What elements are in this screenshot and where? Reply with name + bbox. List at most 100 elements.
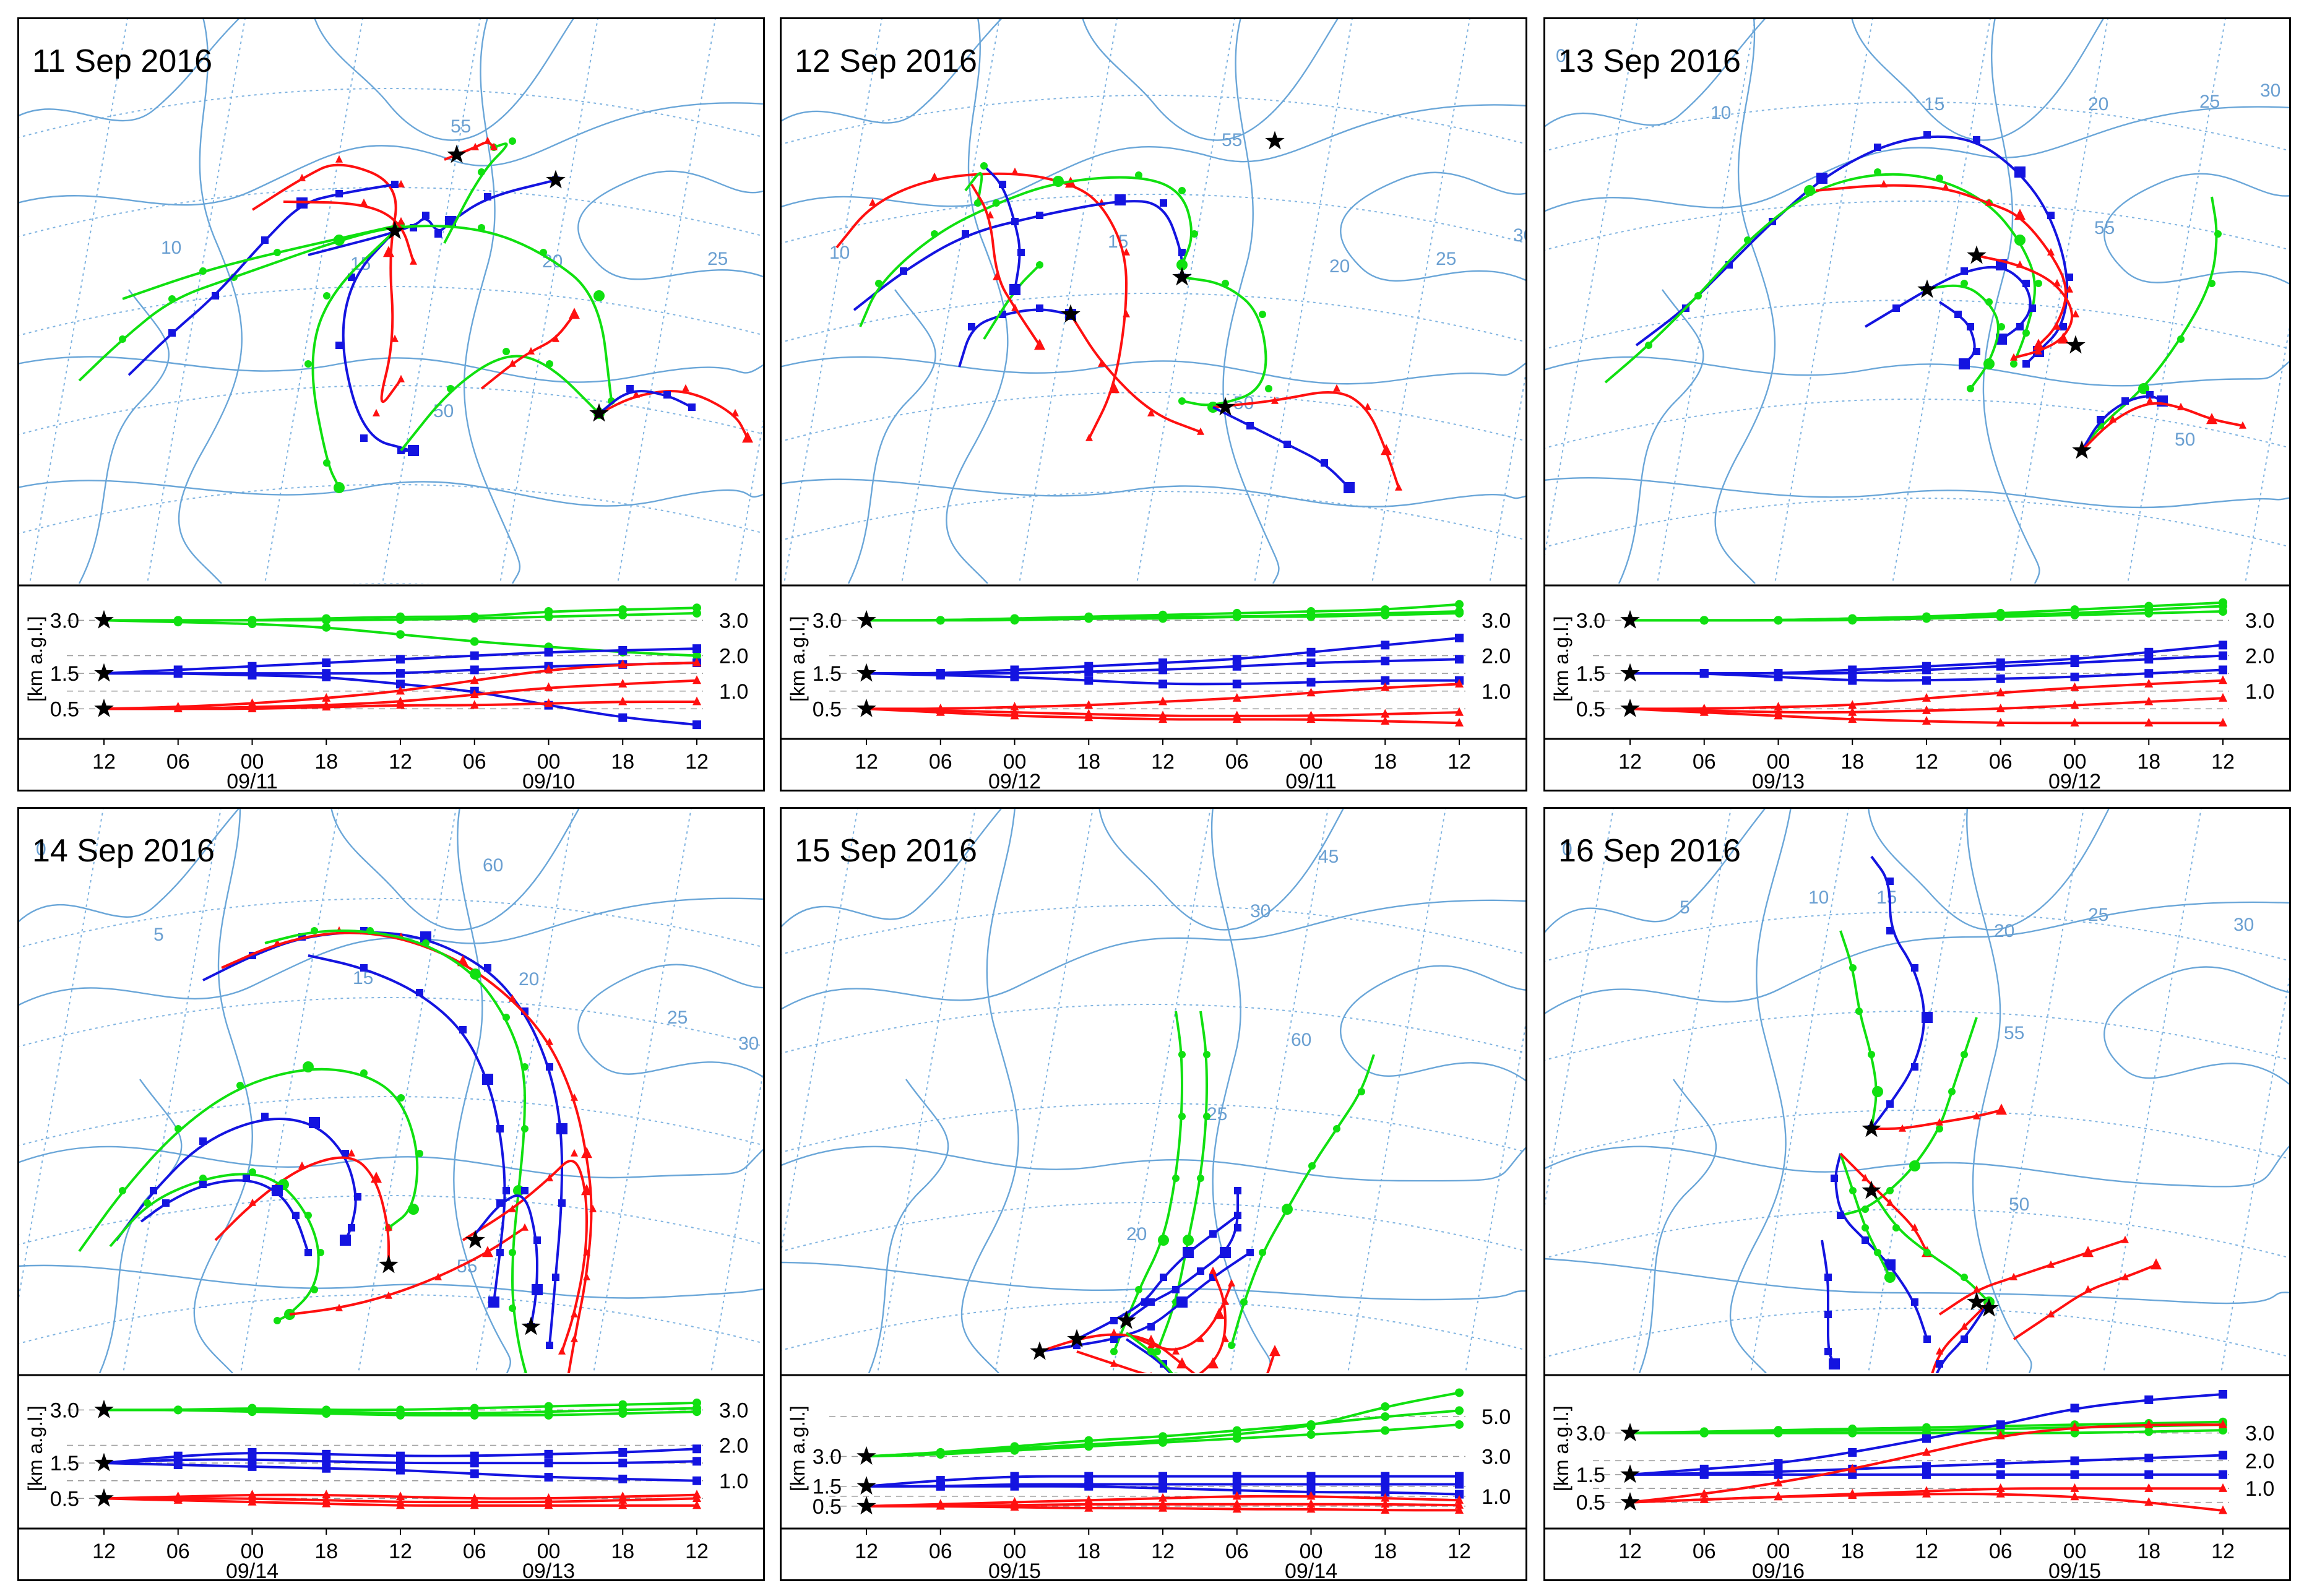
trajectory-marker bbox=[1160, 199, 1167, 207]
height-marker bbox=[1232, 655, 1241, 664]
trajectory-marker bbox=[1880, 179, 1888, 188]
graticule-parallel bbox=[780, 392, 1527, 442]
x-tick-label: 12 bbox=[1915, 750, 1938, 774]
trajectory-marker bbox=[2121, 1272, 2129, 1280]
trajectory-marker bbox=[2035, 347, 2042, 355]
trajectory-marker bbox=[2109, 415, 2116, 423]
map-boundary bbox=[1543, 1257, 2291, 1305]
trajectory-marker bbox=[521, 1063, 529, 1071]
height-marker bbox=[1455, 633, 1464, 642]
x-tick-label: 00 bbox=[241, 1540, 264, 1563]
graticule-label: 15 bbox=[1924, 94, 1944, 114]
height-marker bbox=[2144, 1395, 2154, 1404]
height-marker bbox=[1455, 1472, 1464, 1481]
height-marker bbox=[1306, 1480, 1316, 1489]
x-tick-label: 06 bbox=[1989, 750, 2013, 774]
height-marker bbox=[618, 1448, 628, 1457]
trajectory-marker bbox=[974, 199, 982, 207]
x-tick-label: 00 bbox=[1300, 750, 1323, 774]
y-tick-label-right: 1.0 bbox=[2245, 680, 2274, 704]
height-marker bbox=[1774, 710, 1783, 720]
height-marker bbox=[1922, 1470, 1931, 1479]
map-boundary bbox=[1982, 17, 2040, 584]
map-boundary bbox=[780, 478, 1527, 507]
trajectory-marker bbox=[1886, 1100, 1894, 1108]
trajectory-1-5km bbox=[140, 1175, 312, 1256]
trajectory-marker bbox=[272, 1185, 283, 1196]
height-series bbox=[103, 1460, 701, 1485]
trajectory-marker bbox=[304, 1212, 312, 1219]
start-star-icon bbox=[856, 610, 876, 629]
graticule-parallel bbox=[1543, 1011, 2291, 1061]
height-marker bbox=[692, 651, 701, 660]
trajectory-marker bbox=[1115, 194, 1126, 205]
trajectory-marker bbox=[2066, 274, 2073, 281]
trajectory-marker bbox=[900, 267, 907, 275]
map-boundary bbox=[17, 102, 765, 206]
height-marker bbox=[544, 682, 553, 691]
height-marker bbox=[1996, 717, 2005, 727]
trajectory-marker bbox=[1209, 1266, 1217, 1274]
graticule-label: 0 bbox=[1562, 839, 1573, 860]
trajectory-marker bbox=[1209, 1409, 1217, 1417]
height-marker bbox=[1922, 1447, 1931, 1456]
receptor-star-icon bbox=[1215, 397, 1235, 416]
trajectory-marker bbox=[1886, 1187, 1894, 1194]
graticule-parallel bbox=[17, 997, 765, 1048]
trajectory-marker bbox=[546, 1173, 553, 1181]
map-boundary bbox=[17, 807, 241, 923]
trajectory-marker bbox=[422, 212, 429, 219]
height-marker bbox=[2070, 682, 2079, 691]
x-tick-label: 06 bbox=[929, 1540, 952, 1563]
trajectory-marker bbox=[168, 295, 176, 303]
height-marker bbox=[2219, 1470, 2227, 1479]
y-tick-label-left: 1.5 bbox=[1576, 1464, 1605, 1487]
height-marker bbox=[936, 707, 945, 716]
trajectory-line bbox=[109, 1173, 320, 1322]
height-marker bbox=[1306, 658, 1316, 667]
height-marker bbox=[2144, 717, 2154, 727]
y-tick-label-right: 1.0 bbox=[719, 1470, 748, 1493]
height-marker bbox=[173, 703, 183, 712]
graticule-label: 25 bbox=[2088, 905, 2108, 925]
trajectory-marker bbox=[397, 179, 405, 188]
trajectory-marker bbox=[2022, 329, 2030, 337]
height-marker bbox=[322, 672, 331, 681]
height-marker bbox=[322, 1498, 331, 1508]
height-marker bbox=[692, 608, 701, 618]
x-tick-label: 12 bbox=[1448, 750, 1471, 774]
trajectory-marker bbox=[1395, 483, 1402, 491]
trajectory-marker bbox=[1234, 1397, 1241, 1404]
trajectory-line bbox=[443, 142, 508, 244]
trajectory-line bbox=[474, 1194, 539, 1327]
receptor-star-icon bbox=[385, 220, 405, 239]
trajectory-3-0km bbox=[264, 927, 529, 1373]
height-marker bbox=[248, 662, 257, 671]
height-series bbox=[1630, 675, 2227, 712]
trajectory-line bbox=[140, 1179, 309, 1253]
height-marker bbox=[1455, 717, 1464, 727]
trajectory-marker bbox=[199, 1137, 207, 1145]
trajectory-marker bbox=[309, 1117, 320, 1128]
trajectory-marker bbox=[2084, 1285, 2092, 1293]
graticule-parallel bbox=[1543, 1308, 2291, 1358]
height-series bbox=[866, 1491, 1464, 1508]
x-tick-label: 06 bbox=[1693, 1540, 1716, 1563]
graticule-label: 45 bbox=[1318, 847, 1339, 867]
y-tick-label-left: 3.0 bbox=[813, 1445, 842, 1469]
start-star-icon bbox=[94, 698, 114, 717]
map-boundary bbox=[868, 1079, 949, 1373]
trajectory-marker bbox=[1197, 427, 1204, 435]
y-axis-label: [km a.g.l.] bbox=[1550, 1405, 1573, 1491]
graticule-label: 0 bbox=[1556, 46, 1566, 66]
height-marker bbox=[470, 1500, 479, 1509]
x-tick-label: 06 bbox=[1989, 1540, 2013, 1563]
trajectory-3-0km bbox=[1920, 280, 2005, 392]
height-marker bbox=[396, 686, 405, 695]
height-marker bbox=[1848, 1428, 1857, 1438]
date-label: 09/11 bbox=[1285, 770, 1337, 792]
trajectory-marker bbox=[1207, 1357, 1219, 1369]
trajectory-marker bbox=[162, 1199, 170, 1207]
trajectory-line bbox=[1188, 1417, 1275, 1426]
start-star-icon bbox=[856, 1446, 876, 1465]
